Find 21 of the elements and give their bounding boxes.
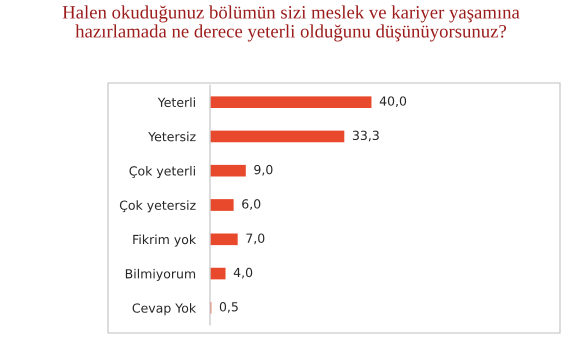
y-tick-label: Bilmiyorum xyxy=(126,268,196,281)
data-label: 0,5 xyxy=(220,302,238,313)
data-label: 9,0 xyxy=(254,164,272,176)
y-tick-label: Çok yeterli xyxy=(129,166,195,178)
y-tick-label: Yetersiz xyxy=(148,132,196,142)
data-label: 40,0 xyxy=(380,96,406,108)
bar xyxy=(210,198,236,212)
chart-title: Halen okuduğunuz bölümün sizi meslek ve kariyer yaşamına hazırlamada ne derece yeterli olduğunu düşünüyorsunuz? xyxy=(62,5,520,42)
y-tick-label: Yeterli xyxy=(158,97,195,108)
bar xyxy=(210,266,227,281)
data-label: 6,0 xyxy=(242,199,260,210)
y-tick-label: Çok yetersiz xyxy=(120,200,196,212)
bar xyxy=(210,129,346,144)
bar xyxy=(210,164,248,178)
y-tick-label: Fikrim yok xyxy=(133,234,196,247)
bar xyxy=(210,232,240,246)
data-label: 4,0 xyxy=(234,268,252,278)
data-label: 7,0 xyxy=(246,233,264,244)
y-tick-label: Cevap Yok xyxy=(132,303,196,316)
bar xyxy=(210,94,373,110)
data-label: 33,3 xyxy=(352,130,379,142)
